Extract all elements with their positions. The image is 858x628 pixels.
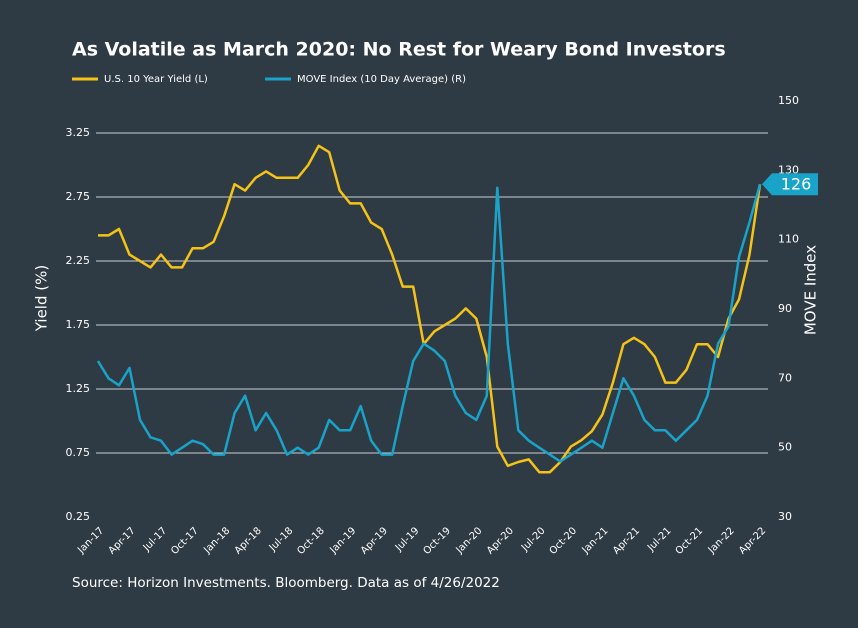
x-tick-label: Apr-21 (611, 525, 642, 556)
x-tick-label: Jan-19 (327, 525, 358, 556)
x-tick-label: Apr-22 (737, 525, 768, 556)
x-tick-label: Jan-22 (706, 525, 737, 556)
x-tick-label: Apr-17 (107, 525, 138, 556)
y2-axis-label: MOVE Index (802, 245, 820, 335)
x-tick-label: Oct-18 (295, 525, 327, 557)
x-tick-label: Oct-17 (169, 525, 201, 557)
legend-label: U.S. 10 Year Yield (L) (104, 74, 208, 85)
x-tick-label: Jul-18 (267, 525, 296, 554)
x-tick-label: Oct-19 (421, 525, 453, 557)
x-tick-label: Jul-21 (645, 525, 674, 554)
x-tick-label: Jan-18 (201, 525, 232, 556)
y-tick-label: 1.25 (66, 382, 91, 395)
annotation-label: 126 (781, 175, 812, 194)
y-tick-label: 2.75 (66, 190, 91, 203)
y-tick-label: 2.25 (66, 254, 91, 267)
y2-tick-label: 130 (778, 163, 799, 176)
y2-tick-label: 30 (778, 510, 792, 523)
x-tick-label: Oct-20 (548, 525, 580, 557)
series-line (98, 144, 762, 474)
x-tick-label: Apr-20 (485, 525, 516, 556)
x-tick-label: Jul-19 (393, 525, 422, 554)
y-tick-label: 0.25 (66, 510, 91, 523)
y2-tick-label: 110 (778, 233, 799, 246)
y2-tick-label: 50 (778, 441, 792, 454)
x-tick-label: Jul-17 (141, 525, 170, 554)
x-tick-label: Jul-20 (519, 525, 548, 554)
x-tick-label: Jan-17 (75, 525, 106, 556)
x-tick-label: Jan-20 (454, 525, 485, 556)
chart-title: As Volatile as March 2020: No Rest for W… (72, 39, 726, 61)
series-line (96, 183, 762, 463)
source-note: Source: Horizon Investments. Bloomberg. … (72, 575, 500, 591)
legend-label: MOVE Index (10 Day Average) (R) (297, 74, 466, 85)
x-tick-label: Oct-21 (674, 525, 706, 557)
y2-tick-label: 70 (778, 371, 792, 384)
y-tick-label: 1.75 (66, 318, 91, 331)
y-axis-label: Yield (%) (33, 265, 51, 332)
x-tick-label: Jan-21 (580, 525, 611, 556)
y2-tick-label: 150 (778, 94, 799, 107)
x-tick-label: Apr-18 (233, 525, 264, 556)
y2-tick-label: 90 (778, 302, 792, 315)
annotation-callout (762, 173, 818, 196)
y-tick-label: 0.75 (66, 446, 91, 459)
x-tick-label: Apr-19 (359, 525, 390, 556)
y-tick-label: 3.25 (66, 126, 91, 139)
